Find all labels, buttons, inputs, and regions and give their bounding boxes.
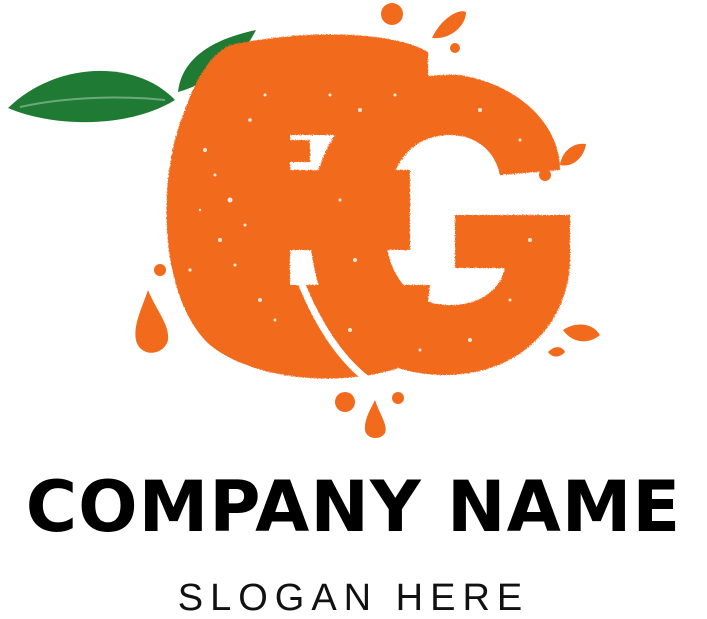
letter-g-orange-icon: [296, 74, 570, 388]
slogan: SLOGAN HERE: [177, 577, 530, 619]
juice-drop-icon: [135, 3, 600, 439]
texture-speckles: [188, 93, 532, 352]
company-name: COMPANY NAME: [25, 466, 682, 548]
orange-eg-logo-mark: [8, 3, 600, 439]
